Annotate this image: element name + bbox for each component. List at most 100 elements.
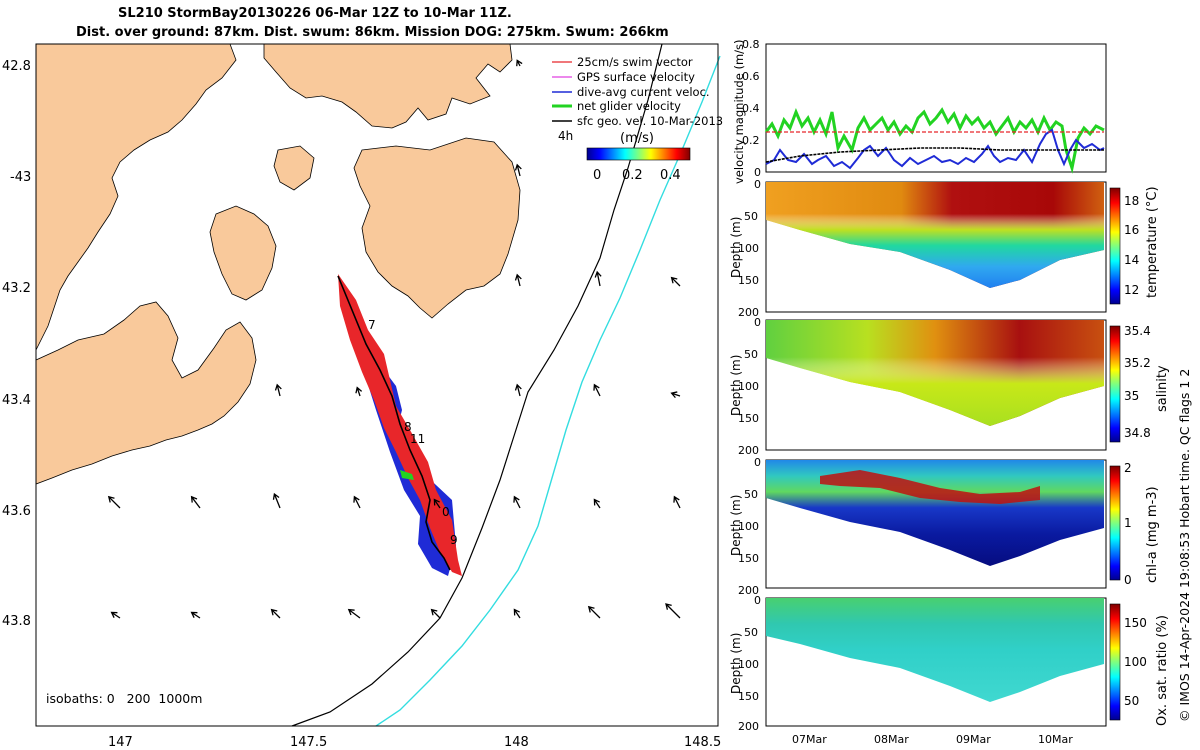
geo-velocity-arrow	[353, 495, 361, 509]
map-legend: 25cm/s swim vector GPS surface velocity …	[552, 55, 723, 183]
sal-ytick-200: 200	[738, 444, 759, 457]
oxygen-ylabel: Depth (m)	[729, 633, 743, 694]
land-west	[35, 43, 237, 351]
geo-velocity-arrow	[270, 608, 281, 619]
geo-velocity-arrow	[347, 608, 361, 619]
temp-cbar-14: 14	[1124, 253, 1139, 267]
land-north	[263, 43, 513, 129]
oxygen-colorbar	[1109, 603, 1121, 721]
xtick-08mar: 08Mar	[874, 733, 909, 746]
land-masses	[35, 43, 521, 485]
temperature-colorbar	[1109, 187, 1121, 305]
velocity-series-current	[765, 128, 1105, 170]
temperature-deep-field	[766, 182, 1104, 288]
track-label-0: 0	[442, 505, 450, 519]
ox-cbar-150: 150	[1124, 616, 1147, 630]
ox-ytick-200: 200	[738, 720, 759, 733]
track-label-11: 11	[410, 432, 425, 446]
sal-cbar-35-2: 35.2	[1124, 356, 1151, 370]
colorbar-tick-0: 0	[593, 168, 601, 183]
geo-velocity-arrow	[274, 383, 282, 397]
colorbar-tick-0-2: 0.2	[622, 168, 643, 183]
salinity-yticks: 0 50 100 150 200	[738, 316, 761, 457]
speed-colorbar	[586, 147, 691, 161]
temperature-cbar-ticks: 12 14 16 18	[1124, 194, 1139, 297]
chl-ytick-0: 0	[754, 456, 761, 469]
geo-velocity-arrow	[107, 495, 121, 509]
geo-velocity-arrow	[513, 495, 521, 509]
salinity-ylabel: Depth (m)	[729, 355, 743, 416]
chla-ylabel: Depth (m)	[729, 495, 743, 556]
sal-cbar-35-4: 35.4	[1124, 324, 1151, 338]
chl-ytick-200: 200	[738, 584, 759, 597]
legend-net-velocity: net glider velocity	[577, 99, 681, 113]
vel-ytick-0-4: 0.4	[742, 102, 760, 115]
chla-cbar-ticks: 0 1 2	[1124, 461, 1132, 587]
temperature-yticks: 0 50 100 150 200	[738, 178, 761, 319]
lon-tick-148: 148	[504, 735, 529, 750]
sal-ytick-0: 0	[754, 316, 761, 329]
oxygen-panel: 0 50 100 150 200 Depth (m) 50 100 150 Ox…	[729, 594, 1170, 746]
sfc-geo-velocity-arrows	[107, 59, 681, 619]
ox-ytick-150: 150	[738, 690, 759, 703]
colorbar-title: (m/s)	[620, 131, 654, 146]
geo-velocity-arrow	[593, 498, 601, 509]
salinity-panel: 0 50 100 150 200 Depth (m) 34.8 35 35.2 …	[729, 316, 1170, 457]
geo-velocity-arrow	[190, 495, 201, 509]
map-panel: 7 8 11 0 9 147 147.5 148 148.5 42.8 -43 …	[2, 43, 723, 750]
temp-ytick-200: 200	[738, 306, 759, 319]
geo-velocity-arrow	[670, 276, 681, 287]
oxygen-cbar-ticks: 50 100 150	[1124, 616, 1147, 708]
sal-cbar-34-8: 34.8	[1124, 426, 1151, 440]
vel-ytick-0: 0	[754, 166, 761, 179]
lat-tick-43: -43	[10, 170, 31, 185]
chl-cbar-2: 2	[1124, 461, 1132, 475]
track-label-8: 8	[404, 420, 412, 434]
isobath-1000m	[375, 55, 721, 727]
figure-title-line1: SL210 StormBay20130226 06-Mar 12Z to 10-…	[118, 6, 512, 21]
velocity-series-net	[764, 107, 1105, 174]
velocity-panel: 0 0.2 0.4 0.6 0.8 velocity magnitude (m/…	[732, 38, 1107, 184]
geo-velocity-arrow	[593, 383, 601, 397]
vel-ytick-0-2: 0.2	[742, 134, 760, 147]
ox-cbar-50: 50	[1124, 694, 1139, 708]
lat-tick-42-8: 42.8	[2, 59, 31, 74]
temp-ytick-100: 100	[738, 242, 759, 255]
oxygen-cbar-label: Ox. sat. ratio (%)	[1155, 615, 1170, 726]
salinity-colorbar	[1109, 325, 1121, 443]
chla-max-layer	[820, 470, 1040, 504]
legend-swim-vector: 25cm/s swim vector	[577, 55, 693, 69]
ox-ytick-100: 100	[738, 658, 759, 671]
chla-colorbar	[1109, 465, 1121, 581]
geo-velocity-arrow	[272, 492, 281, 509]
isobath-200m	[291, 43, 663, 727]
geo-velocity-arrow	[514, 273, 522, 287]
temperature-ylabel: Depth (m)	[729, 217, 743, 278]
temperature-cbar-label: temperature (°C)	[1145, 186, 1160, 298]
isobath-note: isobaths: 0 200 1000m	[46, 691, 202, 706]
legend-time-label: 4h	[558, 129, 573, 143]
lat-tick-43-4: 43.4	[2, 393, 31, 408]
velocity-yticks: 0 0.2 0.4 0.6 0.8	[742, 38, 761, 179]
geo-velocity-arrow	[516, 59, 523, 67]
sal-ytick-150: 150	[738, 412, 759, 425]
geo-velocity-arrow	[514, 163, 522, 177]
ox-ytick-0: 0	[754, 594, 761, 607]
legend-gps-velocity: GPS surface velocity	[577, 70, 695, 84]
legend-geo-velocity: sfc geo. vel. 10-Mar-2013	[577, 114, 723, 128]
geo-velocity-arrow	[587, 605, 601, 619]
oxygen-yticks: 0 50 100 150 200	[738, 594, 761, 733]
land-island-a	[209, 205, 277, 301]
chl-cbar-0: 0	[1124, 573, 1132, 587]
geo-velocity-arrow	[433, 498, 441, 509]
chla-cbar-label: chl-a (mg m-3)	[1145, 486, 1160, 583]
temperature-panel: 0 50 100 150 200 Depth (m) 12 14 16 18 t…	[729, 178, 1160, 319]
ox-cbar-100: 100	[1124, 655, 1147, 669]
sal-ytick-50: 50	[744, 348, 758, 361]
map-frame	[35, 43, 719, 727]
geo-velocity-arrow	[430, 608, 441, 619]
chl-ytick-100: 100	[738, 520, 759, 533]
sal-cbar-35: 35	[1124, 389, 1139, 403]
lat-tick-43-2: 43.2	[2, 281, 31, 296]
